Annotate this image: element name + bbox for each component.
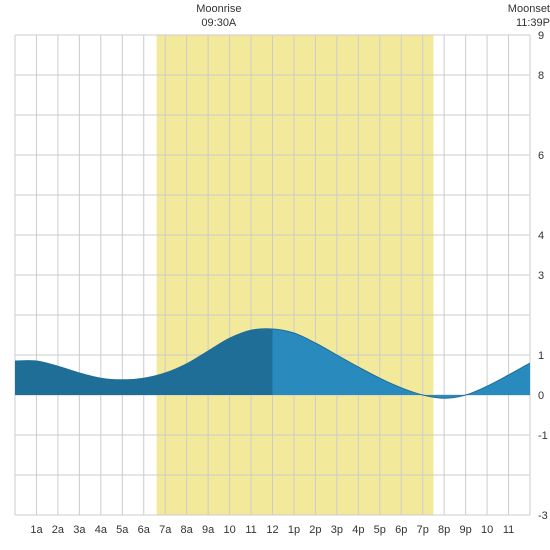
x-tick-label: 5p — [374, 524, 386, 536]
chart-svg: 1a2a3a4a5a6a7a8a9a1011121p2p3p4p5p6p7p8p… — [0, 0, 550, 550]
moonset-label: Moonset 11:39P — [470, 2, 550, 31]
x-tick-label: 9p — [460, 524, 472, 536]
x-tick-label: 8p — [438, 524, 450, 536]
y-tick-label: 3 — [538, 270, 544, 282]
x-tick-label: 9a — [202, 524, 215, 536]
x-tick-label: 10 — [223, 524, 235, 536]
x-tick-label: 12 — [266, 524, 278, 536]
y-tick-label: -3 — [538, 510, 548, 522]
tide-chart: Moonrise 09:30A Moonset 11:39P 1a 2a 3a 4a 5… — [0, 0, 550, 550]
x-tick-label: 3p — [331, 524, 343, 536]
moonrise-time: 09:30A — [179, 16, 259, 30]
x-tick-label: 5a — [116, 524, 129, 536]
x-tick-label: 2a — [52, 524, 65, 536]
x-tick-label: 8a — [181, 524, 194, 536]
x-tick-label: 2p — [309, 524, 321, 536]
moonrise-title: Moonrise — [179, 2, 259, 16]
x-tick-label: 4p — [352, 524, 364, 536]
x-tick-label: 3a — [73, 524, 86, 536]
x-tick-label: 1p — [288, 524, 300, 536]
x-tick-label: 6p — [395, 524, 407, 536]
y-tick-label: 4 — [538, 230, 544, 242]
y-tick-label: 6 — [538, 150, 544, 162]
x-tick-label: 1a — [30, 524, 43, 536]
moonset-title: Moonset — [470, 2, 550, 16]
x-tick-label: 7p — [417, 524, 429, 536]
x-tick-label: 7a — [159, 524, 172, 536]
y-tick-label: 8 — [538, 70, 544, 82]
x-tick-label: 11 — [245, 524, 256, 536]
y-tick-label: 9 — [538, 30, 544, 42]
moonrise-label: Moonrise 09:30A — [179, 2, 259, 31]
x-tick-label: 6a — [138, 524, 151, 536]
y-tick-label: -1 — [538, 430, 548, 442]
x-tick-label: 11 — [503, 524, 514, 536]
x-tick-label: 4a — [95, 524, 108, 536]
y-tick-label: 0 — [538, 390, 544, 402]
x-tick-label: 10 — [481, 524, 493, 536]
moonset-time: 11:39P — [470, 16, 550, 30]
y-tick-label: 1 — [538, 350, 544, 362]
